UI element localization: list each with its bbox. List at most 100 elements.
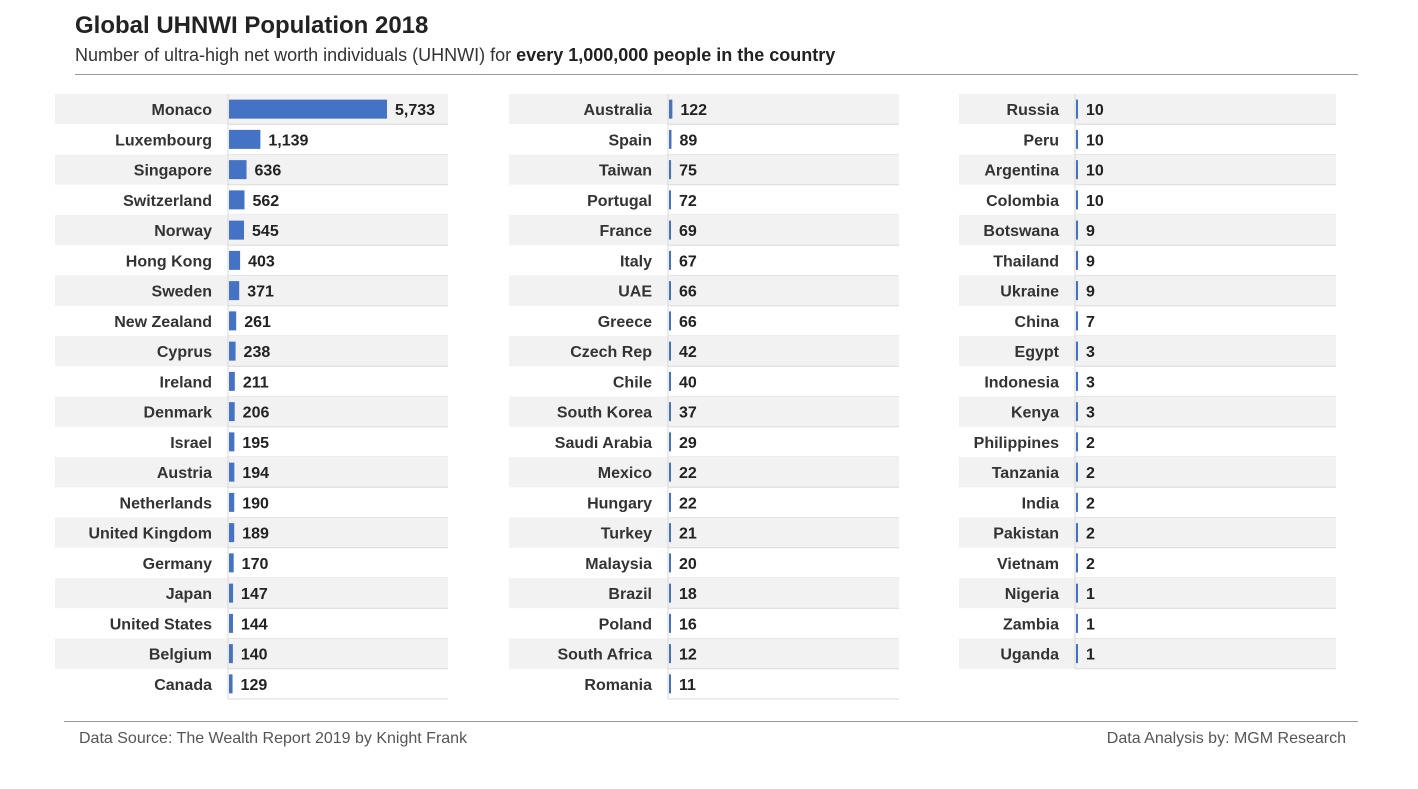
data-label: 147 (241, 586, 268, 603)
data-label: 545 (252, 223, 279, 240)
bar (229, 220, 245, 240)
data-label: 190 (242, 495, 269, 512)
category-label: Zambia (1003, 616, 1059, 633)
bar (1076, 402, 1078, 422)
bar (669, 190, 671, 210)
category-label: South Africa (557, 647, 652, 664)
data-label: 3 (1086, 405, 1095, 422)
bar (229, 311, 237, 331)
bar (229, 432, 235, 452)
row-band (55, 275, 448, 306)
data-label: 238 (244, 344, 271, 361)
data-label: 5,733 (395, 102, 435, 119)
data-label: 22 (679, 465, 697, 482)
category-label: UAE (618, 284, 652, 301)
category-label: Monaco (152, 102, 213, 119)
row-band (959, 578, 1336, 609)
bar (669, 462, 671, 482)
category-label: Argentina (984, 163, 1059, 180)
data-label: 10 (1086, 102, 1104, 119)
category-label: Saudi Arabia (555, 435, 652, 452)
data-label: 42 (679, 344, 697, 361)
data-label: 189 (242, 526, 269, 543)
data-label: 122 (680, 102, 707, 119)
bar (1076, 190, 1078, 210)
category-label: Colombia (986, 193, 1059, 210)
data-label: 2 (1086, 435, 1095, 452)
category-label: Norway (154, 223, 212, 240)
bar (669, 553, 671, 573)
data-label: 12 (679, 647, 697, 664)
category-label: Turkey (601, 526, 652, 543)
bar (229, 402, 235, 422)
row-band (509, 638, 899, 669)
data-label: 2 (1086, 526, 1095, 543)
category-label: Thailand (993, 253, 1059, 270)
data-label: 211 (243, 374, 269, 391)
category-label: Israel (170, 435, 212, 452)
bar (1076, 129, 1078, 149)
category-label: Uganda (1000, 647, 1059, 664)
bar (669, 250, 671, 270)
category-label: Austria (157, 465, 212, 482)
category-label: Singapore (134, 163, 212, 180)
category-label: Indonesia (984, 374, 1059, 391)
row-band (509, 94, 899, 125)
bar (229, 553, 234, 573)
data-label: 11 (679, 677, 696, 694)
category-label: Poland (599, 616, 652, 633)
data-label: 10 (1086, 132, 1104, 149)
category-label: Hong Kong (126, 253, 212, 270)
bar (1076, 523, 1078, 543)
category-label: Botswana (983, 223, 1059, 240)
data-label: 261 (244, 314, 271, 331)
category-label: Italy (620, 253, 652, 270)
bar (669, 583, 671, 603)
bar (669, 99, 673, 119)
row-band (509, 517, 899, 548)
row-band (509, 396, 899, 427)
category-label: Malaysia (585, 556, 652, 573)
header-divider (75, 74, 1358, 75)
bar (669, 129, 672, 149)
bar (669, 402, 671, 422)
data-label: 371 (247, 284, 274, 301)
data-label: 16 (679, 616, 697, 633)
category-label: China (1015, 314, 1060, 331)
category-label: Luxembourg (115, 132, 212, 149)
data-label: 140 (241, 647, 268, 664)
bar (1076, 341, 1078, 361)
bar (1076, 281, 1078, 301)
category-label: South Korea (557, 405, 652, 422)
category-label: Philippines (974, 435, 1059, 452)
category-label: United States (110, 616, 212, 633)
category-label: Germany (143, 556, 212, 573)
bar (229, 341, 236, 361)
bar (1076, 462, 1078, 482)
category-label: New Zealand (114, 314, 212, 331)
bar (229, 583, 234, 603)
bar (229, 99, 387, 119)
data-label: 636 (255, 163, 282, 180)
row-band (959, 94, 1336, 125)
bar (669, 523, 671, 543)
data-label: 1 (1086, 616, 1095, 633)
category-label: United Kingdom (88, 526, 212, 543)
bar (229, 462, 235, 482)
row-band (55, 154, 448, 185)
category-label: Switzerland (123, 193, 212, 210)
bar (229, 190, 245, 210)
bar (1076, 311, 1078, 331)
row-band (509, 154, 899, 185)
data-label: 2 (1086, 465, 1095, 482)
data-label: 3 (1086, 374, 1095, 391)
data-label: 40 (679, 374, 697, 391)
bar (1076, 432, 1078, 452)
category-label: Australia (584, 102, 653, 119)
row-band (959, 517, 1336, 548)
category-label: Cyprus (157, 344, 212, 361)
category-label: Denmark (144, 405, 213, 422)
category-label: Ireland (160, 374, 212, 391)
bar (1076, 250, 1078, 270)
category-label: Vietnam (997, 556, 1059, 573)
